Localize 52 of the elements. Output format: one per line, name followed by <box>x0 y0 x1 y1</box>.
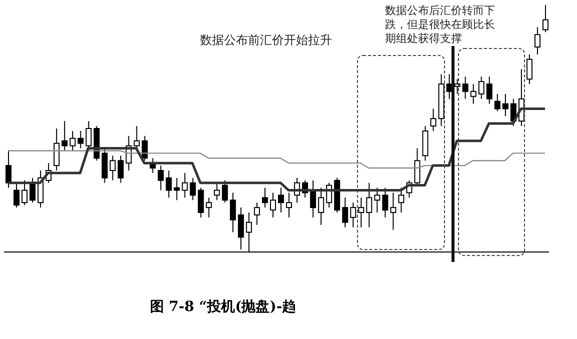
candlestick <box>414 148 420 186</box>
candlestick <box>22 180 28 206</box>
candlestick <box>358 197 364 228</box>
candlestick <box>478 76 484 100</box>
annotation: 数据公布前汇价开始拉升 <box>200 32 332 49</box>
candlestick <box>190 177 196 201</box>
text: 图 7-8 “投机(抛盘)-趋 <box>150 298 296 316</box>
candlestick <box>62 120 68 152</box>
candlestick <box>534 26 540 55</box>
candlestick <box>310 180 316 218</box>
candlestick <box>142 135 148 162</box>
candlestick <box>230 192 236 233</box>
candlestick <box>486 76 492 104</box>
candlestick <box>158 165 164 191</box>
candlestick <box>214 182 220 201</box>
candlestick <box>462 76 468 100</box>
candlestick <box>526 54 532 85</box>
candlestick <box>174 177 180 201</box>
candlestick <box>166 170 172 198</box>
candlestick <box>318 187 324 226</box>
candlestick <box>206 197 212 218</box>
candlestick <box>542 5 548 33</box>
candlestick <box>286 192 292 218</box>
candlestick <box>70 130 76 152</box>
candlestick <box>78 130 84 149</box>
candlestick <box>382 187 388 218</box>
candlestick <box>118 155 124 184</box>
candlestick <box>342 197 348 228</box>
candlestick <box>278 187 284 213</box>
candlestick <box>30 177 36 204</box>
candlestick <box>366 182 372 228</box>
candlestick <box>502 93 508 117</box>
candlestick <box>398 187 404 213</box>
candlestick <box>470 84 476 104</box>
annotation: 数据公布后汇价转而下跌，但是很快在顾比长期组处获得支撑 <box>385 4 503 46</box>
candlestick <box>110 155 116 181</box>
candlestick <box>238 207 244 250</box>
candlestick <box>6 150 12 188</box>
candlestick <box>222 180 228 204</box>
candlestick <box>262 187 268 208</box>
candlestick <box>390 192 396 230</box>
candlestick <box>350 202 356 228</box>
candlestick <box>182 172 188 198</box>
candlestick <box>198 187 204 218</box>
candlestick <box>374 187 380 213</box>
candlestick <box>454 78 460 94</box>
candlestick <box>254 202 260 226</box>
candlestick <box>14 182 20 208</box>
candlestick <box>494 93 500 112</box>
candlestick <box>270 192 276 218</box>
candlestick <box>54 128 60 171</box>
candlestick <box>430 108 436 132</box>
